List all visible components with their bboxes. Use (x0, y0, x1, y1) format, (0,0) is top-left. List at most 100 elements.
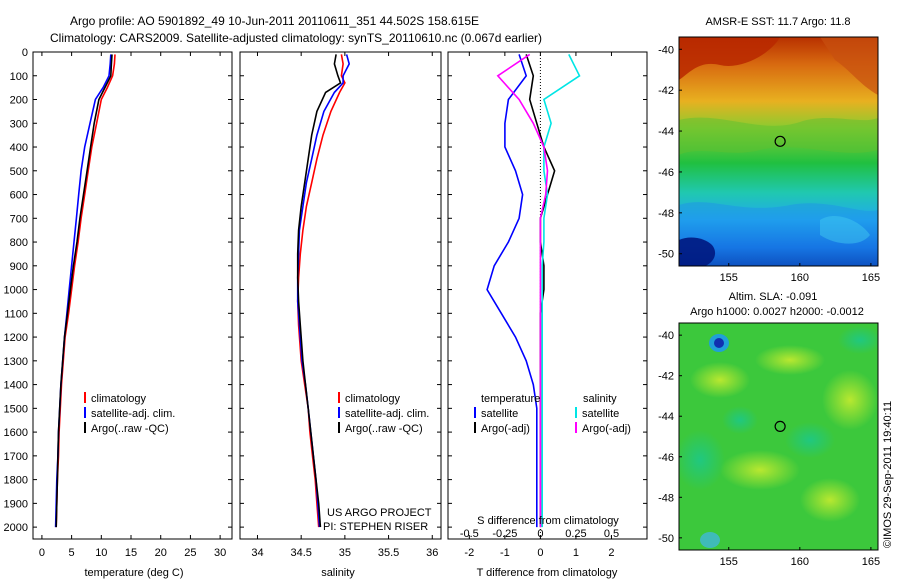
map-x-tick-label: 155 (720, 272, 738, 284)
header-line-2: Climatology: CARS2009. Satellite-adjuste… (50, 31, 542, 45)
depth-tick-label: 600 (10, 190, 28, 202)
sla-map-image (679, 323, 878, 550)
series-line-argo-raw-qc- (296, 54, 342, 528)
sla-map-title: Altim. SLA: -0.091 (729, 291, 818, 303)
x-tick-label: 2 (608, 547, 614, 559)
project-credit: US ARGO PROJECT (327, 507, 432, 519)
legend-satellite-label: satellite-adj. clim. (91, 408, 175, 420)
temperature-panel: 0 5 10 15 20 25 30 (33, 51, 232, 559)
sla-argo-position-marker (774, 420, 786, 433)
x2-tick-label: 0.5 (604, 528, 619, 540)
salinity-panel: 34 34.5 35 35.5 36 (240, 51, 441, 559)
series-line-salinity-argo-adj- (496, 53, 549, 528)
depth-tick-label: 100 (10, 71, 28, 83)
legend-argo-label: Argo(..raw -QC) (91, 423, 169, 435)
legend-temp-argo-label: Argo(-adj) (481, 423, 530, 435)
depth-tick-label: 1300 (4, 356, 28, 368)
temperature-legend: climatology satellite-adj. clim. Argo(..… (84, 392, 175, 435)
map-y-tick-label: -42 (658, 371, 674, 383)
temperature-panel-frame (32, 51, 233, 540)
depth-tick-label: 1200 (4, 332, 28, 344)
t-difference-xlabel: T difference from climatology (477, 567, 618, 579)
sst-map-frame (678, 36, 879, 267)
sst-map-title: AMSR-E SST: 11.7 Argo: 11.8 (705, 16, 850, 28)
map-y-tick-label: -40 (658, 330, 674, 342)
x-tick-label: 15 (125, 547, 137, 559)
depth-tick-label: 1600 (4, 427, 28, 439)
legend-climatology-label: climatology (345, 393, 401, 405)
series-line-climatology (296, 54, 346, 528)
depth-tick-label: 1500 (4, 403, 28, 415)
x2-tick-label: -0.5 (460, 528, 479, 540)
depth-tick-label: 1900 (4, 498, 28, 510)
depth-tick-label: 400 (10, 142, 28, 154)
map-y-tick-label: -44 (658, 411, 674, 423)
legend-sal-argo-label: Argo(-adj) (582, 423, 631, 435)
legend-climatology-label: climatology (91, 393, 147, 405)
map-y-tick-label: -48 (658, 208, 674, 220)
depth-tick-label: 700 (10, 213, 28, 225)
sla-map-frame (678, 322, 879, 551)
series-line-climatology (55, 54, 116, 528)
x-tick-label: 30 (214, 547, 226, 559)
depth-tick-label: 500 (10, 166, 28, 178)
depth-tick-label: 1000 (4, 285, 28, 297)
series-line-salinity-satellite (541, 54, 581, 528)
depth-tick-label: 800 (10, 237, 28, 249)
x-tick-label: -1 (500, 547, 510, 559)
depth-tick-label: 900 (10, 261, 28, 273)
x2-tick-label: 0.25 (565, 528, 586, 540)
salinity-panel-frame (239, 51, 442, 540)
depth-tick-label: 300 (10, 118, 28, 130)
map-x-tick-label: 165 (862, 272, 880, 284)
x-tick-label: -2 (464, 547, 474, 559)
x-tick-label: 1 (573, 547, 579, 559)
depth-tick-label: 200 (10, 95, 28, 107)
pi-credit: PI: STEPHEN RISER (323, 521, 428, 533)
map-x-tick-label: 160 (791, 272, 809, 284)
depth-tick-label: 1700 (4, 451, 28, 463)
map-y-tick-label: -40 (658, 44, 674, 56)
salinity-xlabel: salinity (321, 567, 355, 579)
x-tick-label: 0 (39, 547, 45, 559)
series-line-satellite-adj-clim- (54, 54, 112, 528)
legend-temperature-heading: temperature (481, 393, 540, 405)
map-y-tick-label: -46 (658, 167, 674, 179)
series-line-temperature-satellite (486, 54, 538, 528)
depth-tick-label: 1100 (4, 308, 28, 320)
depth-tick-label: 1400 (4, 380, 28, 392)
sst-argo-position-marker (774, 135, 786, 147)
x-tick-label: 34 (251, 547, 263, 559)
sla-map-axes: 155 160 165 -40 -42 -44 -46 -48 -50 (658, 330, 880, 568)
legend-satellite-label: satellite-adj. clim. (345, 408, 429, 420)
x2-tick-label: 0 (537, 528, 543, 540)
map-y-tick-label: -48 (658, 492, 674, 504)
sst-map-axes: 155 160 165 -40 -42 -44 -46 -48 -50 (658, 44, 880, 284)
difference-panel-frame (447, 51, 648, 540)
series-line-argo-raw-qc- (55, 54, 113, 528)
series-line-satellite-adj-clim- (296, 54, 351, 528)
x-tick-label: 5 (69, 547, 75, 559)
map-x-tick-label: 165 (862, 556, 880, 568)
map-y-tick-label: -50 (658, 249, 674, 261)
map-y-tick-label: -46 (658, 452, 674, 464)
x-tick-label: 25 (184, 547, 196, 559)
x-tick-label: 0 (537, 547, 543, 559)
x-tick-label: 35.5 (378, 547, 399, 559)
legend-salinity-heading: salinity (583, 393, 617, 405)
map-y-tick-label: -44 (658, 126, 674, 138)
depth-axis: 0 100 200 300 400 500 600 700 800 900 1000 1100 1200… (4, 47, 28, 534)
depth-tick-label: 2000 (4, 522, 28, 534)
x2-tick-label: -0.25 (492, 528, 517, 540)
temperature-xlabel: temperature (deg C) (84, 567, 183, 579)
map-y-tick-label: -50 (658, 533, 674, 545)
legend-sal-satellite-label: satellite (582, 408, 619, 420)
s-difference-xlabel: S difference from climatology (477, 515, 619, 527)
x-tick-label: 35 (339, 547, 351, 559)
x-tick-label: 10 (95, 547, 107, 559)
header-line-1: Argo profile: AO 5901892_49 10-Jun-2011 … (70, 14, 479, 28)
difference-legend: temperature salinity satellite satellite… (474, 393, 631, 435)
imos-timestamp: ©IMOS 29-Sep-2011 19:40:11 (882, 401, 894, 548)
depth-tick-label: 1800 (4, 475, 28, 487)
